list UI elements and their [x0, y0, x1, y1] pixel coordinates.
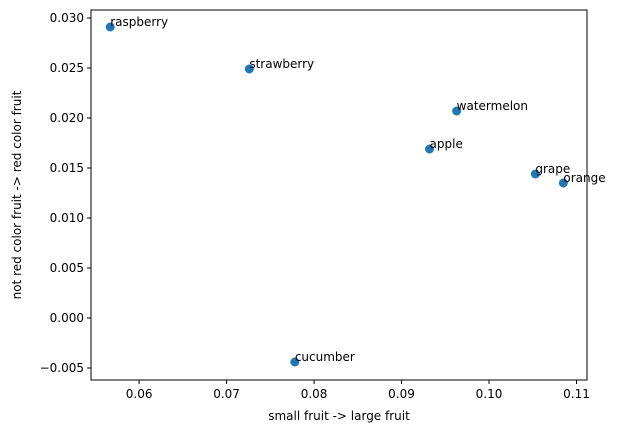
- x-tick-label: 0.09: [388, 387, 415, 401]
- data-point-raspberry: [105, 22, 115, 32]
- x-axis-label: small fruit -> large fruit: [268, 409, 410, 423]
- data-point-watermelon: [452, 106, 462, 116]
- y-tick-label: 0.020: [50, 111, 84, 125]
- y-tick-label: 0.000: [50, 311, 84, 325]
- data-point-grape: [530, 169, 540, 179]
- y-tick-label: 0.025: [50, 61, 84, 75]
- y-tick-label: 0.005: [50, 261, 84, 275]
- points-layer: [105, 22, 568, 367]
- data-point-apple: [425, 144, 435, 154]
- data-point-cucumber: [290, 357, 300, 367]
- point-label-cucumber: cucumber: [295, 350, 355, 364]
- y-tick-label: −0.005: [40, 361, 84, 375]
- point-labels-layer: raspberry strawberry watermelon apple grapeo…: [110, 15, 605, 364]
- point-label-watermelon: watermelon: [457, 99, 528, 113]
- x-tick-label: 0.11: [563, 387, 590, 401]
- data-point-orange: [558, 178, 568, 188]
- point-label-orange: orange: [563, 171, 605, 185]
- point-label-apple: apple: [430, 137, 463, 151]
- point-label-raspberry: raspberry: [110, 15, 168, 29]
- point-label-grape: grape: [535, 162, 570, 176]
- x-tick-label: 0.07: [213, 387, 240, 401]
- x-tick-label: 0.06: [126, 387, 153, 401]
- y-tick-label: 0.030: [50, 11, 84, 25]
- plot-area: [91, 10, 587, 380]
- data-point-strawberry: [244, 64, 254, 74]
- x-tick-label: 0.08: [301, 387, 328, 401]
- x-tick-label: 0.10: [476, 387, 503, 401]
- y-tick-label: 0.015: [50, 161, 84, 175]
- plot-frame: [90, 9, 588, 381]
- y-tick-label: 0.010: [50, 211, 84, 225]
- x-axis-ticks: 0.06 0.07 0.08 0.09 0.10 0.11: [126, 380, 590, 401]
- y-axis-label: not red color fruit -> red color fruit: [10, 90, 24, 299]
- y-axis-ticks: −0.005 0.000 0.005 0.010 0.015 0.020 0.025 0.03…: [40, 11, 91, 375]
- point-label-strawberry: strawberry: [249, 57, 314, 71]
